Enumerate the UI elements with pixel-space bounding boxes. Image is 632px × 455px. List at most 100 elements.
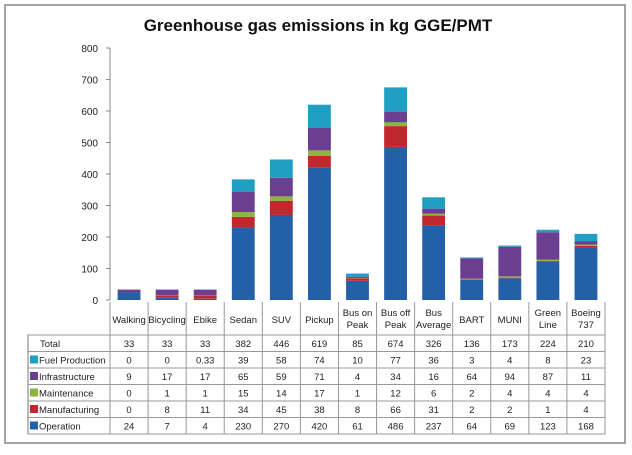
table-value: 0.33: [196, 356, 215, 367]
total-value: 224: [540, 339, 556, 350]
bar-fuel-production: [232, 179, 255, 191]
bar-infrastructure: [232, 192, 255, 212]
bar-maintenance: [232, 212, 255, 217]
table-value: 45: [276, 405, 287, 416]
bar-operation: [536, 261, 559, 300]
table-value: 31: [428, 405, 439, 416]
total-value: 210: [578, 339, 594, 350]
bar-operation: [194, 299, 217, 300]
table-value: 77: [390, 356, 401, 367]
y-tick-label: 200: [81, 233, 98, 244]
table-value: 87: [543, 372, 554, 383]
bar-operation: [156, 298, 179, 300]
category-label: 737: [578, 320, 594, 331]
bar-maintenance: [460, 279, 483, 280]
table-value: 16: [428, 372, 439, 383]
bar-operation: [232, 228, 255, 300]
table-value: 59: [276, 372, 287, 383]
chart-title: Greenhouse gas emissions in kg GGE/PMT: [144, 16, 493, 35]
category-label: Boeing: [571, 308, 601, 319]
table-value: 36: [428, 356, 439, 367]
bar-infrastructure: [498, 247, 521, 277]
bar-infrastructure: [118, 290, 141, 293]
total-value: 33: [162, 339, 173, 350]
legend-key-infrastructure: [30, 372, 38, 380]
y-tick-label: 500: [81, 139, 98, 150]
bar-fuel-production: [498, 246, 521, 247]
bar-operation: [498, 278, 521, 300]
table-value: 1: [203, 389, 208, 400]
table-value: 66: [390, 405, 401, 416]
category-label: Line: [539, 320, 557, 331]
total-value: 85: [352, 339, 363, 350]
bar-infrastructure: [575, 241, 598, 244]
bar-manufacturing: [194, 295, 217, 298]
table-value: 0: [126, 405, 131, 416]
category-label: Bus off: [381, 308, 411, 319]
table-value: 420: [311, 422, 327, 433]
bar-operation: [575, 247, 598, 300]
category-label: Average: [416, 320, 451, 331]
table-value: 94: [505, 372, 516, 383]
total-value: 674: [388, 339, 404, 350]
category-label: Bicycling: [148, 315, 186, 326]
category-label: Walking: [112, 315, 145, 326]
bar-manufacturing: [422, 216, 445, 226]
category-label: Green: [535, 308, 561, 319]
y-tick-label: 300: [81, 202, 98, 213]
table-value: 123: [540, 422, 556, 433]
table-value: 9: [126, 372, 131, 383]
legend-key-operation: [30, 422, 38, 430]
bar-fuel-production: [270, 160, 293, 178]
bar-fuel-production: [422, 197, 445, 208]
table-value: 237: [426, 422, 442, 433]
table-value: 34: [390, 372, 401, 383]
legend-key-manufacturing: [30, 405, 38, 413]
table-value: 0: [164, 356, 169, 367]
table-value: 11: [200, 405, 210, 416]
bar-operation: [308, 168, 331, 300]
table-value: 6: [431, 389, 436, 400]
bar-manufacturing: [270, 201, 293, 215]
table-value: 10: [352, 356, 363, 367]
bar-fuel-production: [346, 274, 369, 277]
table-value: 1: [545, 405, 550, 416]
legend-key-fuel-production: [30, 356, 38, 364]
category-label: Bus on: [343, 308, 373, 319]
bar-maintenance: [536, 260, 559, 261]
category-label: Peak: [347, 320, 369, 331]
table-value: 17: [200, 372, 211, 383]
table-value: 270: [273, 422, 289, 433]
table-value: 15: [238, 389, 249, 400]
table-value: 74: [314, 356, 325, 367]
bar-maintenance: [575, 245, 598, 246]
table-value: 4: [203, 422, 208, 433]
bar-operation: [118, 292, 141, 300]
bar-operation: [422, 225, 445, 300]
legend-key-maintenance: [30, 389, 38, 397]
table-value: 34: [238, 405, 249, 416]
bar-fuel-production: [308, 105, 331, 128]
category-label: Bus: [425, 308, 442, 319]
y-tick-label: 800: [81, 44, 98, 55]
table-value: 39: [238, 356, 249, 367]
legend-label: Infrastructure: [39, 372, 95, 383]
legend-label: Manufacturing: [39, 405, 99, 416]
bar-manufacturing: [575, 246, 598, 247]
table-value: 230: [235, 422, 251, 433]
bar-manufacturing: [156, 295, 179, 298]
total-value: 619: [311, 339, 327, 350]
table-value: 38: [314, 405, 325, 416]
bar-infrastructure: [346, 277, 369, 278]
table-value: 71: [314, 372, 325, 383]
bar-infrastructure: [460, 258, 483, 278]
table-value: 24: [124, 422, 135, 433]
bar-infrastructure: [536, 232, 559, 259]
table-value: 1: [164, 389, 169, 400]
legend-label: Operation: [39, 422, 81, 433]
category-label: BART: [459, 315, 484, 326]
table-value: 65: [238, 372, 249, 383]
legend-label: Maintenance: [39, 389, 93, 400]
